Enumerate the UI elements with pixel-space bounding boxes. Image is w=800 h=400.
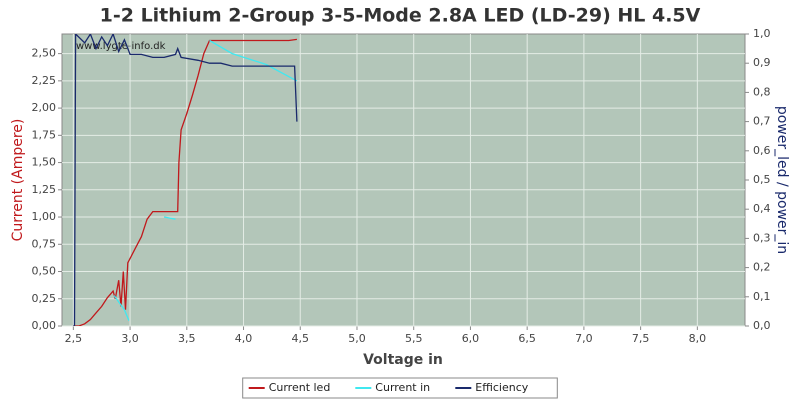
x-tick-label: 2,5	[65, 332, 83, 345]
x-tick-label: 4,0	[235, 332, 253, 345]
y-tick-label: 2,00	[32, 101, 57, 114]
y-tick-label: 1,75	[32, 128, 57, 141]
y-tick-label: 1,00	[32, 210, 57, 223]
y2-tick-label: 0,5	[753, 173, 771, 186]
y-axis-label: Current (Ampere)	[10, 119, 26, 242]
plot-area	[61, 33, 746, 327]
x-tick-label: 6,5	[518, 332, 536, 345]
legend-box	[242, 377, 558, 399]
y-tick-label: 0,25	[32, 292, 57, 305]
series-layer	[73, 34, 298, 326]
y2-tick-label: 0,4	[753, 202, 771, 215]
y-tick-label: 0,75	[32, 237, 57, 250]
x-tick-label: 8,0	[689, 332, 707, 345]
x-tick-label: 7,0	[575, 332, 593, 345]
y-tick-label: 0,50	[32, 265, 57, 278]
x-tick-label: 5,5	[405, 332, 423, 345]
series-line	[73, 34, 298, 326]
y2-tick-label: 0,2	[753, 261, 771, 274]
legend-label: Current in	[375, 381, 430, 394]
y-tick-label: 2,50	[32, 47, 57, 60]
y-tick-label: 0,00	[32, 319, 57, 332]
series-line	[113, 39, 298, 321]
y2-tick-label: 0,3	[753, 231, 771, 244]
y-tick-label: 1,25	[32, 183, 57, 196]
y2-tick-label: 0,1	[753, 290, 771, 303]
x-tick-label: 3,0	[121, 332, 139, 345]
legend-label: Efficiency	[475, 381, 528, 394]
x-tick-label: 6,0	[462, 332, 480, 345]
x-tick-label: 7,5	[632, 332, 650, 345]
y2-tick-label: 0,7	[753, 115, 771, 128]
y2-tick-label: 0,9	[753, 56, 771, 69]
legend-label: Current led	[269, 381, 331, 394]
x-tick-label: 5,0	[348, 332, 366, 345]
y2-tick-label: 0,8	[753, 85, 771, 98]
x-tick-label: 4,5	[292, 332, 310, 345]
y2-tick-label: 0,0	[753, 319, 771, 332]
series-line	[73, 38, 297, 326]
y2-axis-label: power_led / power_in	[774, 106, 790, 254]
x-tick-label: 3,5	[178, 332, 196, 345]
y-tick-label: 2,25	[32, 74, 57, 87]
y-tick-label: 1,50	[32, 156, 57, 169]
y2-tick-label: 1,0	[753, 27, 771, 40]
chart-title: 1-2 Lithium 2-Group 3-5-Mode 2.8A LED (L…	[100, 5, 701, 27]
y2-tick-label: 0,6	[753, 144, 771, 157]
x-axis-label: Voltage in	[363, 352, 443, 368]
